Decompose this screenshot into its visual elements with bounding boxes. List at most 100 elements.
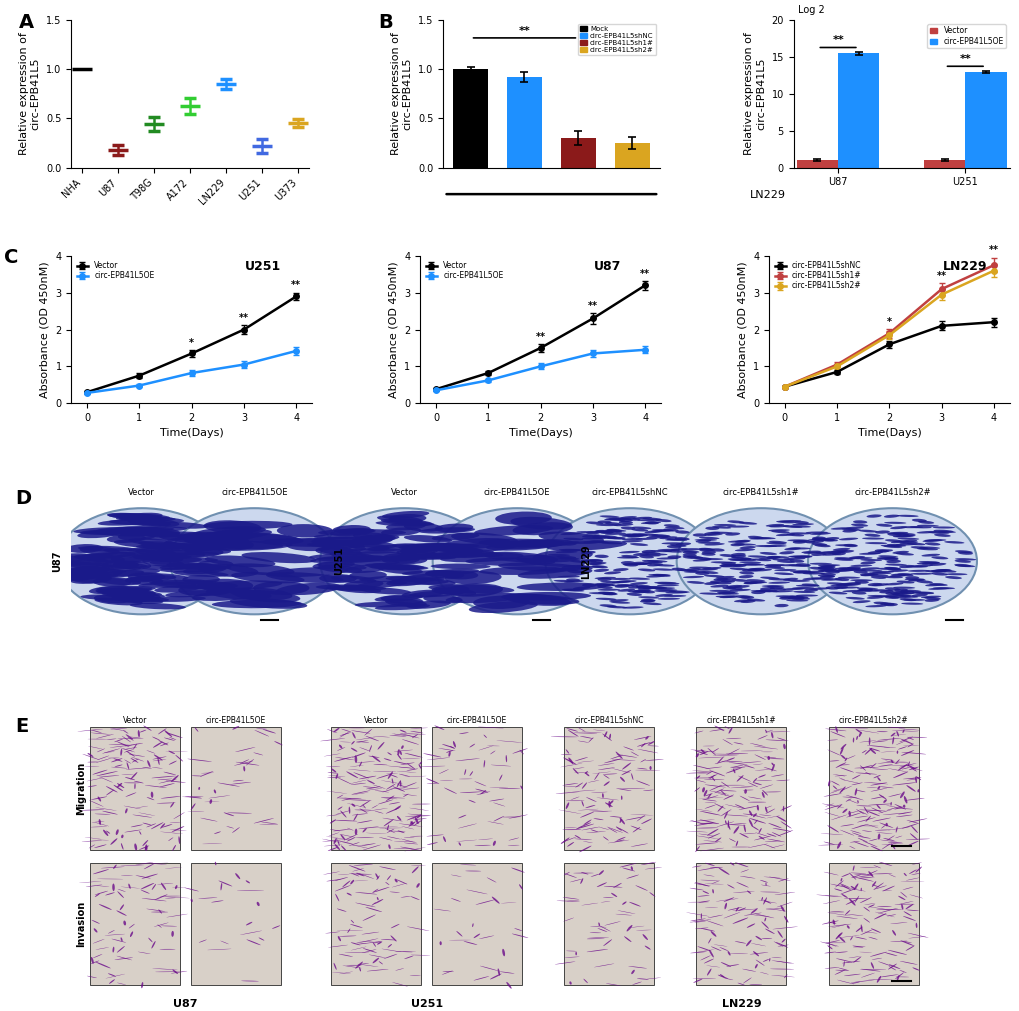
Ellipse shape	[409, 590, 464, 598]
Ellipse shape	[790, 596, 804, 601]
Ellipse shape	[360, 809, 367, 813]
Ellipse shape	[731, 579, 748, 582]
Ellipse shape	[747, 797, 761, 800]
Ellipse shape	[916, 548, 937, 550]
Ellipse shape	[318, 529, 375, 535]
Ellipse shape	[339, 732, 351, 736]
Ellipse shape	[929, 569, 951, 571]
Ellipse shape	[323, 537, 383, 542]
Ellipse shape	[350, 765, 364, 767]
Ellipse shape	[719, 790, 726, 796]
Ellipse shape	[853, 956, 861, 962]
Ellipse shape	[473, 977, 489, 981]
Ellipse shape	[631, 970, 634, 975]
Ellipse shape	[478, 539, 568, 547]
Ellipse shape	[615, 837, 625, 841]
Ellipse shape	[97, 886, 109, 887]
Ellipse shape	[649, 766, 651, 770]
Ellipse shape	[99, 904, 112, 910]
Ellipse shape	[96, 585, 156, 591]
FancyBboxPatch shape	[431, 728, 522, 849]
Ellipse shape	[849, 846, 855, 849]
Ellipse shape	[877, 975, 898, 978]
Ellipse shape	[603, 519, 625, 521]
Ellipse shape	[116, 911, 126, 916]
Ellipse shape	[717, 867, 729, 875]
Ellipse shape	[117, 889, 125, 892]
Ellipse shape	[95, 823, 109, 826]
Ellipse shape	[746, 579, 764, 582]
Y-axis label: Absorbance (OD 450nM): Absorbance (OD 450nM)	[737, 261, 747, 398]
Ellipse shape	[637, 587, 651, 590]
Ellipse shape	[368, 789, 382, 790]
Ellipse shape	[719, 564, 740, 566]
Ellipse shape	[867, 804, 891, 806]
Ellipse shape	[932, 569, 950, 572]
Ellipse shape	[348, 807, 350, 814]
Ellipse shape	[830, 815, 847, 820]
Text: LN229: LN229	[580, 544, 590, 578]
Ellipse shape	[145, 786, 167, 788]
Ellipse shape	[920, 595, 941, 599]
Ellipse shape	[503, 593, 571, 606]
Ellipse shape	[451, 550, 493, 558]
Ellipse shape	[644, 945, 650, 949]
Ellipse shape	[505, 982, 512, 989]
Ellipse shape	[768, 957, 769, 961]
Ellipse shape	[789, 595, 808, 599]
Ellipse shape	[164, 535, 225, 548]
Ellipse shape	[123, 747, 137, 750]
Ellipse shape	[329, 819, 335, 823]
Ellipse shape	[581, 903, 598, 906]
Ellipse shape	[404, 535, 451, 543]
Ellipse shape	[630, 866, 633, 870]
Ellipse shape	[700, 955, 710, 960]
Ellipse shape	[69, 574, 108, 583]
Ellipse shape	[763, 767, 776, 771]
Ellipse shape	[898, 565, 914, 568]
Ellipse shape	[356, 740, 368, 743]
Ellipse shape	[772, 828, 791, 831]
Text: *: *	[189, 338, 194, 348]
Legend: Vector, circ-EPB41L5OE: Vector, circ-EPB41L5OE	[926, 24, 1005, 49]
Ellipse shape	[112, 556, 163, 563]
Ellipse shape	[718, 554, 736, 557]
Ellipse shape	[445, 592, 526, 604]
Ellipse shape	[906, 737, 913, 740]
Ellipse shape	[557, 575, 580, 577]
Ellipse shape	[274, 741, 282, 745]
Ellipse shape	[875, 805, 879, 809]
Ellipse shape	[739, 546, 755, 549]
Ellipse shape	[322, 839, 340, 843]
Ellipse shape	[898, 763, 916, 767]
Ellipse shape	[129, 931, 133, 937]
Ellipse shape	[583, 820, 591, 825]
Ellipse shape	[52, 553, 92, 562]
Ellipse shape	[871, 882, 875, 887]
Ellipse shape	[765, 524, 784, 527]
Ellipse shape	[612, 568, 628, 571]
Ellipse shape	[841, 960, 860, 963]
Ellipse shape	[878, 861, 892, 866]
Ellipse shape	[911, 593, 927, 596]
Ellipse shape	[656, 584, 679, 586]
Ellipse shape	[887, 544, 905, 547]
Ellipse shape	[842, 530, 856, 533]
Ellipse shape	[738, 522, 756, 525]
Text: circ-EPB41L5sh2#: circ-EPB41L5sh2#	[853, 488, 930, 497]
Ellipse shape	[411, 817, 418, 819]
Ellipse shape	[876, 976, 880, 983]
Ellipse shape	[124, 575, 176, 582]
Ellipse shape	[350, 541, 396, 548]
Ellipse shape	[380, 595, 423, 605]
Ellipse shape	[346, 893, 352, 896]
Ellipse shape	[246, 922, 252, 925]
Ellipse shape	[671, 568, 686, 571]
Text: U251: U251	[410, 999, 442, 1009]
Ellipse shape	[597, 925, 610, 931]
Ellipse shape	[562, 538, 583, 540]
Ellipse shape	[564, 580, 583, 582]
Ellipse shape	[132, 815, 152, 818]
Ellipse shape	[890, 759, 893, 763]
Ellipse shape	[157, 883, 173, 885]
